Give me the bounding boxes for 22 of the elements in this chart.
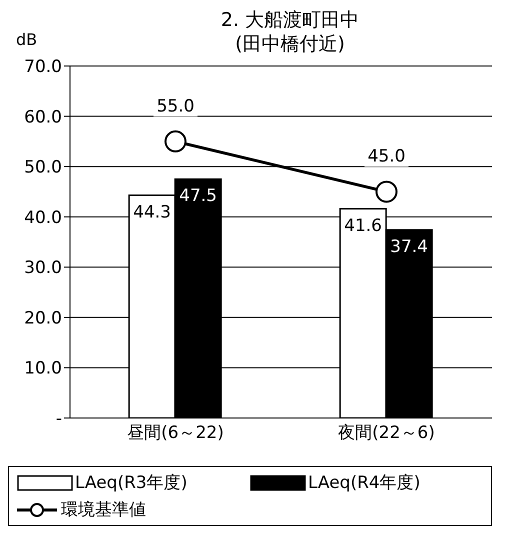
y-tick-label: 30.0	[24, 258, 62, 278]
data-label: 55.0	[156, 96, 194, 116]
y-tick-label: 60.0	[24, 107, 62, 128]
legend-label: LAeq(R3年度)	[75, 472, 188, 494]
data-label: 47.5	[179, 186, 218, 206]
data-label: 41.6	[344, 216, 382, 236]
y-tick-label: 70.0	[24, 57, 62, 78]
data-label: 44.3	[133, 202, 172, 222]
chart-subtitle: (田中橋付近)	[234, 32, 346, 56]
y-axis-title: dB	[16, 30, 38, 49]
x-tick-label: 昼間(6～22)	[127, 423, 224, 444]
x-tick-label: 夜間(22～6)	[338, 423, 435, 444]
y-tick-label: 10.0	[24, 358, 62, 379]
y-tick-label: 40.0	[24, 208, 62, 228]
legend-label: 環境基準値	[61, 499, 146, 521]
legend-label: LAeq(R4年度)	[308, 472, 420, 494]
y-tick-label: -	[56, 409, 62, 430]
data-label: 45.0	[368, 146, 406, 167]
data-label: 37.4	[390, 237, 428, 257]
y-tick-label: 50.0	[24, 158, 62, 178]
chart-title: 2. 大船渡町田中	[220, 8, 360, 32]
y-tick-label: 20.0	[24, 308, 62, 328]
